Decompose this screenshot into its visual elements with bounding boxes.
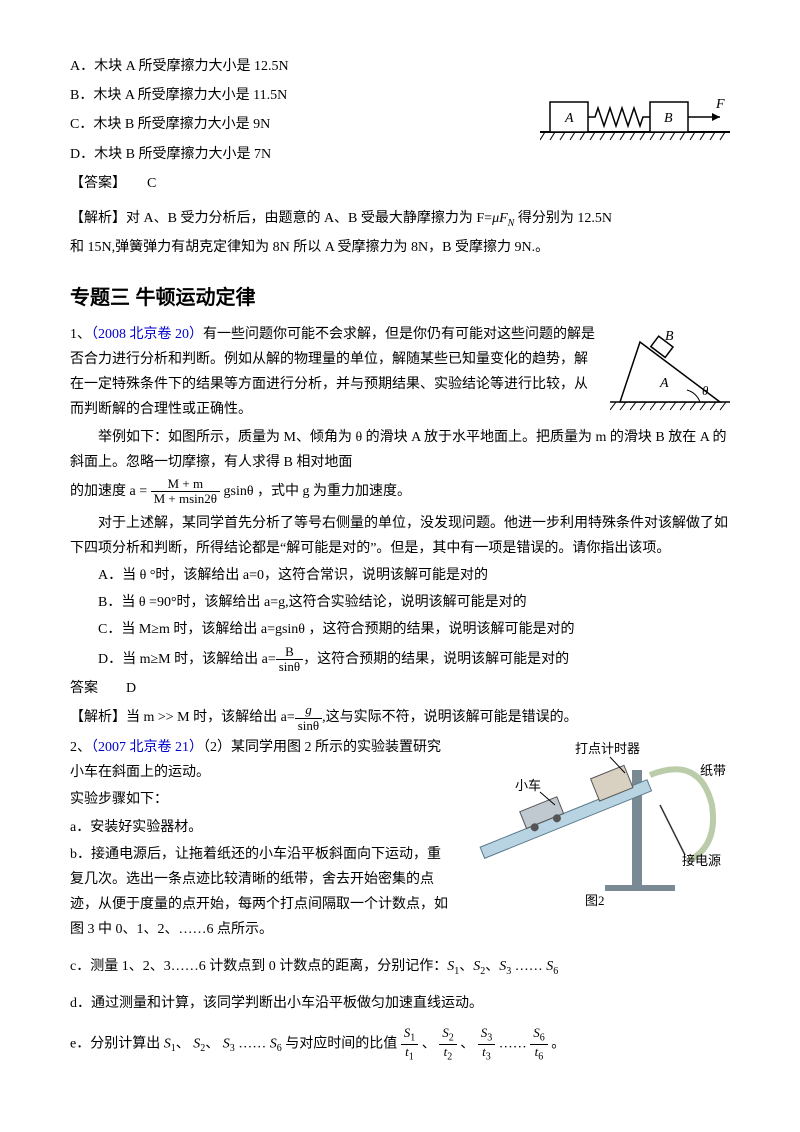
- t3-option-d: D．当 m≥M 时，该解给出 a=Bsinθ，这符合预期的结果，说明该解可能是对…: [70, 645, 730, 675]
- wedge-A-label: A: [659, 376, 669, 391]
- q2-sc-a: c．测量 1、2、3……6 计数点到 0 计数点的距离，分别记作：: [70, 959, 447, 974]
- force-F-label: F: [715, 97, 725, 112]
- topic3-heading: 专题三 牛顿运动定律: [70, 280, 730, 316]
- incline-figure: A B θ: [610, 322, 730, 417]
- ratio-2: S2t2: [439, 1026, 457, 1062]
- t3-optD-a: D．当 m≥M 时，该解给出 a=: [98, 652, 276, 667]
- accel-fraction: M + mM + msin2θ: [151, 477, 220, 507]
- t3-ref-link[interactable]: （2008 北京卷 20）: [91, 327, 203, 342]
- cart-label: 小车: [515, 778, 541, 793]
- t3-p3a: 的加速度 a =: [70, 484, 151, 499]
- explain-fraction: gsinθ: [295, 703, 322, 733]
- fig2-caption: 图2: [585, 893, 605, 908]
- t3-p2: 举例如下：如图所示，质量为 M、倾角为 θ 的滑块 A 放于水平地面上。把质量为…: [70, 425, 730, 475]
- t3-option-a: A．当 θ °时，该解给出 a=0，这符合常识，说明该解可能是对的: [70, 563, 730, 588]
- q2-ref-link[interactable]: （2007 北京卷 21）: [91, 740, 203, 755]
- q1-explain1a: 【解析】对 A、B 受力分析后，由题意的 A、B 受最大静摩擦力为 F=: [70, 211, 492, 226]
- q1-explain1b: 得分别为 12.5N: [514, 211, 612, 226]
- q2-se-a: e．分别计算出: [70, 1037, 164, 1052]
- ratio-3: S3t3: [478, 1026, 496, 1062]
- t3-exp-b: ,这与实际不符，说明该解可能是错误的。: [322, 710, 578, 725]
- t3-optD-b: ，这符合预期的结果，说明该解可能是对的: [303, 652, 569, 667]
- q2-step-d: d．通过测量和计算，该同学判断出小车沿平板做匀加速直线运动。: [70, 991, 730, 1016]
- timer-label: 打点计时器: [575, 741, 640, 756]
- block-B-incline-label: B: [665, 329, 674, 344]
- ratio-1: S1t1: [401, 1026, 419, 1062]
- t3-exp-a: 【解析】当 m >> M 时，该解给出 a=: [70, 710, 295, 725]
- block-B-label: B: [664, 111, 673, 126]
- t3-option-b: B．当 θ =90°时，该解给出 a=g,这符合实验结论，说明该解可能是对的: [70, 590, 730, 615]
- t3-p1a: 1、: [70, 327, 91, 342]
- t3-explain: 【解析】当 m >> M 时，该解给出 a=gsinθ,这与实际不符，说明该解可…: [70, 703, 730, 733]
- q1-option-d: D．木块 B 所受摩擦力大小是 7N: [70, 142, 730, 167]
- optD-fraction: Bsinθ: [276, 645, 303, 675]
- q2-step-c: c．测量 1、2、3……6 计数点到 0 计数点的距离，分别记作：S1、S2、S…: [70, 954, 730, 981]
- q2-se-b: 与对应时间的比值: [282, 1037, 401, 1052]
- theta-label: θ: [702, 383, 709, 398]
- block-A-label: A: [564, 111, 574, 126]
- q2-step-e: e．分别计算出 S1、 S2、 S3 …… S6 与对应时间的比值 S1t1 、…: [70, 1026, 730, 1062]
- experiment-figure: 打点计时器 小车 纸带 接电源 图2: [460, 735, 730, 915]
- q1-explain-2: 和 15N,弹簧弹力有胡克定律知为 8N 所以 A 受摩擦力为 8N，B 受摩擦…: [70, 235, 730, 260]
- q1-explain-1: 【解析】对 A、B 受力分析后，由题意的 A、B 受最大静摩擦力为 F=μFN …: [70, 206, 730, 233]
- t3-answer: 答案 D: [70, 676, 730, 701]
- q1-option-a: A．木块 A 所受摩擦力大小是 12.5N: [70, 54, 730, 79]
- t3-option-c: C．当 M≥m 时，该解给出 a=gsinθ ，这符合预期的结果，说明该解可能是…: [70, 617, 730, 642]
- t3-p3b: gsinθ ，式中 g 为重力加速度。: [220, 484, 411, 499]
- q2-p1a: 2、: [70, 740, 91, 755]
- spring-blocks-figure: A B F: [540, 84, 730, 144]
- t3-p4: 对于上述解，某同学首先分析了等号右侧量的单位，没发现问题。他进一步利用特殊条件对…: [70, 511, 730, 561]
- q1-answer: 【答案】 C: [70, 171, 730, 196]
- t3-p3: 的加速度 a = M + mM + msin2θ gsinθ ，式中 g 为重力…: [70, 477, 730, 507]
- tape-label: 纸带: [700, 763, 726, 778]
- q2-se-end: 。: [551, 1037, 565, 1052]
- power-label: 接电源: [682, 853, 721, 868]
- ratio-6: S6t6: [530, 1026, 548, 1062]
